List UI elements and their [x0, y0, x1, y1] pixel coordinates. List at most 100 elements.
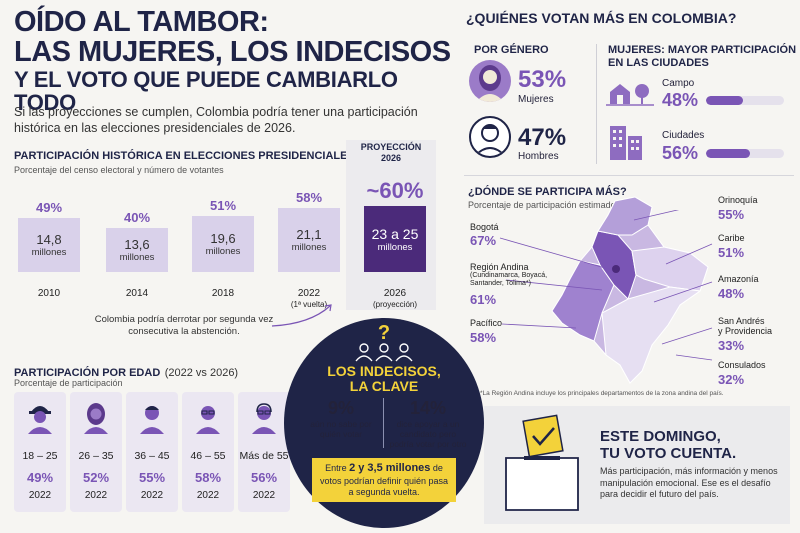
- cities-title-2: EN LAS CIUDADES: [608, 57, 709, 70]
- urban-progress-fill: [706, 149, 750, 158]
- cities-title: MUJERES: MAYOR PARTICIPACIÓN EN LAS CIUD…: [608, 44, 796, 70]
- historic-annotation: Colombia podría derrotar por segunda vez…: [94, 314, 274, 337]
- age-range: Más de 55: [239, 450, 289, 462]
- bar-year-2022: 2022: [297, 288, 321, 299]
- intro-text: Si las proyecciones se cumplen, Colombia…: [14, 105, 418, 136]
- person-icon: [194, 400, 222, 434]
- ballot-box-icon: [505, 414, 579, 511]
- amazonia-pct: 48%: [718, 286, 745, 301]
- bar-pct-2010: 49%: [35, 200, 63, 216]
- undecided-title-1: LOS INDECISOS,: [327, 363, 441, 379]
- sanandres-line-1: San Andrés: [718, 316, 765, 326]
- women-label: Mujeres: [518, 94, 554, 105]
- bogota-pct: 67%: [470, 233, 497, 248]
- caribe-label: Caribe: [718, 233, 745, 243]
- urban-progress: [706, 149, 784, 158]
- projection-label-1: PROYECCIÓN: [360, 142, 422, 152]
- orinoquia-label: Orinoquía: [718, 195, 758, 205]
- consulados-pct: 32%: [718, 372, 745, 387]
- projection-year: 2026: [383, 288, 407, 299]
- cta-title: ESTE DOMINGO, TU VOTO CUENTA.: [600, 428, 736, 463]
- city-buildings-icon: [610, 126, 642, 160]
- title-line-1: OÍDO AL TAMBOR:: [14, 6, 269, 38]
- people-icon: [355, 343, 413, 362]
- age-range: 46 – 55: [190, 450, 226, 462]
- person-icon: [138, 400, 166, 434]
- projection-label-2: 2026: [380, 152, 402, 163]
- woman-icon: [469, 60, 511, 102]
- bar-millones: millones: [291, 242, 327, 254]
- annotation-arrow: [271, 304, 332, 327]
- pacifico-pct: 58%: [470, 330, 497, 345]
- section-divider: [464, 175, 794, 176]
- age-subtitle: Porcentaje de participación: [14, 378, 123, 388]
- men-pct: 47%: [518, 124, 567, 151]
- sanandres-line-2: y Providencia: [718, 326, 773, 337]
- bar-pct-2014: 40%: [123, 210, 151, 225]
- projection-voters: 23 a 25: [371, 225, 419, 242]
- historic-subtitle: Porcentaje del censo electoral y número …: [14, 165, 224, 175]
- bar-year-2010: 2010: [37, 288, 61, 299]
- age-pct: 52%: [82, 470, 110, 485]
- person-icon: [82, 400, 110, 434]
- age-range: 36 – 45: [134, 450, 170, 462]
- men-label: Hombres: [518, 151, 559, 162]
- bar-millones: millones: [119, 252, 155, 263]
- stat2-text: dice apoyar a un candidato pero podría v…: [389, 419, 467, 450]
- box-strong: 2 y 3,5 millones: [349, 462, 431, 474]
- age-pct: 55%: [138, 470, 166, 485]
- box-post: de votos podrían definir quién pasa a se…: [319, 463, 449, 497]
- bogota-label: Bogotá: [470, 222, 499, 232]
- person-icon: [250, 400, 278, 434]
- undecided-title-2: LA CLAVE: [349, 378, 419, 395]
- orinoquia-pct: 55%: [718, 207, 745, 222]
- andina-label: Región Andina: [470, 262, 529, 272]
- historic-bar-2018: 19,6 millones: [192, 215, 254, 272]
- projection-millones: millones: [377, 241, 413, 253]
- urban-pct: 56%: [662, 143, 699, 163]
- age-title-extra: (2022 vs 2026): [164, 367, 239, 379]
- question-icon: ?: [377, 322, 391, 344]
- age-year: 2022: [196, 490, 220, 501]
- age-card: Más de 55 56% 2022: [238, 392, 290, 512]
- age-range: 18 – 25: [22, 450, 58, 462]
- cta-text: Más participación, más información y men…: [600, 466, 778, 500]
- bar-pct-2022: 58%: [295, 190, 323, 206]
- bar-voters: 14,8: [36, 232, 62, 248]
- pacifico-label: Pacífico: [470, 318, 503, 328]
- title-line-2: LAS MUJERES, LOS INDECISOS: [14, 35, 451, 68]
- bar-voters: 19,6: [210, 230, 236, 246]
- stat2-pct: 14%: [409, 398, 447, 418]
- map-leader-lines: [499, 210, 713, 361]
- colombia-map: [551, 196, 709, 384]
- cities-title-1: MUJERES: MAYOR PARTICIPACIÓN: [608, 44, 797, 56]
- bar-millones: millones: [31, 247, 67, 259]
- undecided-stat-2: 14% dice apoyar a un candidato pero podr…: [388, 398, 468, 450]
- sanandres-label: San Andrés y Providencia: [718, 316, 772, 337]
- gender-divider: [596, 44, 597, 164]
- projection-bar-2026: 23 a 25 millones: [364, 206, 426, 272]
- bar-year-2014: 2014: [125, 288, 149, 299]
- amazonia-label: Amazonía: [718, 274, 759, 284]
- rural-progress: [706, 96, 784, 105]
- cta-title-1: ESTE DOMINGO,: [600, 428, 721, 445]
- age-range: 26 – 35: [78, 450, 114, 462]
- who-title: ¿QUIÉNES VOTAN MÁS EN COLOMBIA?: [466, 10, 737, 26]
- andina-sublabel: (Cundinamarca, Boyacá, Santander, Tolima…: [470, 272, 548, 288]
- cta-title-2: TU VOTO CUENTA.: [600, 445, 737, 463]
- projection-note: (proyección): [372, 300, 417, 309]
- age-card: 46 – 55 58% 2022: [182, 392, 234, 512]
- undecided-stat-1: 9% aún no sabe por quién votar: [306, 398, 376, 439]
- person-icon: [26, 400, 54, 434]
- historic-bar-2022: 21,1 millones: [278, 208, 340, 272]
- age-year: 2022: [28, 490, 52, 501]
- where-title: ¿DÓNDE SE PARTICIPA MÁS?: [468, 186, 627, 198]
- gender-title: POR GÉNERO: [474, 44, 549, 56]
- bar-millones: millones: [205, 245, 241, 257]
- sanandres-pct: 33%: [718, 338, 745, 353]
- man-icon: [469, 116, 511, 158]
- bar-note-2022: (1ª vuelta): [290, 300, 328, 309]
- historic-bar-2014: 13,6 millones: [106, 228, 168, 272]
- urban-label: Ciudades: [662, 130, 705, 141]
- age-title: PARTICIPACIÓN POR EDAD (2022 vs 2026): [14, 363, 238, 381]
